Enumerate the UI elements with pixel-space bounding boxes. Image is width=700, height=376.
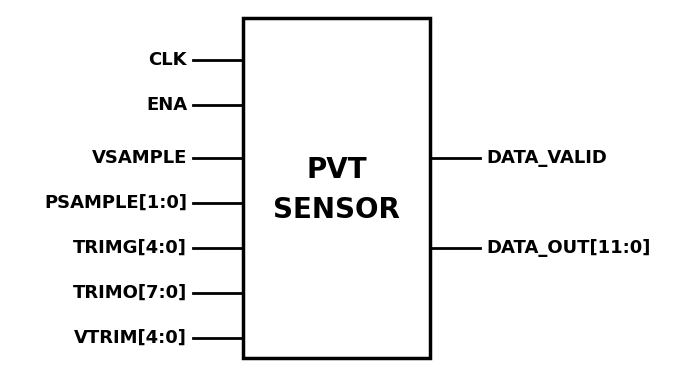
Text: VTRIM[4:0]: VTRIM[4:0] <box>74 329 187 347</box>
Text: DATA_OUT[11:0]: DATA_OUT[11:0] <box>486 239 650 257</box>
Bar <box>243 18 430 358</box>
Text: PSAMPLE[1:0]: PSAMPLE[1:0] <box>44 194 187 212</box>
Text: SENSOR: SENSOR <box>273 196 400 224</box>
Text: TRIMO[7:0]: TRIMO[7:0] <box>73 284 187 302</box>
Text: ENA: ENA <box>146 96 187 114</box>
Text: VSAMPLE: VSAMPLE <box>92 149 187 167</box>
Text: DATA_VALID: DATA_VALID <box>486 149 607 167</box>
Text: TRIMG[4:0]: TRIMG[4:0] <box>73 239 187 257</box>
Text: CLK: CLK <box>148 51 187 69</box>
Text: PVT: PVT <box>306 156 367 184</box>
